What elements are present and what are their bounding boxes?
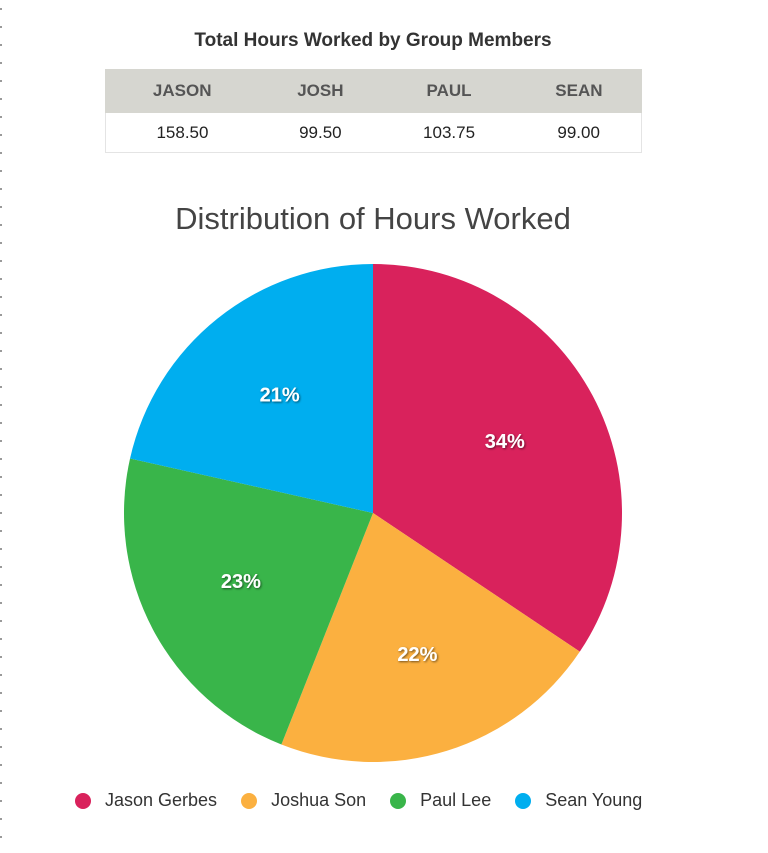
pie-labels: 34% 22% 23% 21% <box>221 385 525 666</box>
legend-item-jason[interactable]: Jason Gerbes <box>75 790 217 811</box>
legend-item-joshua[interactable]: Joshua Son <box>241 790 366 811</box>
cell-jason-hours: 158.50 <box>104 112 259 153</box>
slice-label-sean: 21% <box>260 385 300 407</box>
chart-legend: Jason Gerbes Joshua Son Paul Lee Sean Yo… <box>75 790 666 811</box>
slice-label-jason: 34% <box>485 431 525 453</box>
table-title: Total Hours Worked by Group Members <box>194 30 552 51</box>
legend-dot-sean <box>515 792 532 809</box>
cell-paul-hours: 103.75 <box>381 112 517 153</box>
chart-title: Distribution of Hours Worked <box>175 201 571 236</box>
pie-slice-jason[interactable] <box>373 264 622 652</box>
pie-slices <box>123 264 622 762</box>
pie-slice-joshua[interactable] <box>281 513 580 762</box>
cell-sean-hours: 99.00 <box>516 112 643 153</box>
cell-josh-hours: 99.50 <box>258 112 382 153</box>
header-sean: SEAN <box>515 69 643 113</box>
pie-slice-sean[interactable] <box>130 264 373 513</box>
hours-table: JASON JOSH PAUL SEAN 158.50 99.50 103.75… <box>104 69 643 153</box>
legend-dot-paul <box>390 792 407 809</box>
slice-label-paul: 23% <box>221 571 261 593</box>
legend-label-paul: Paul Lee <box>420 790 492 810</box>
table-row: 158.50 99.50 103.75 99.00 <box>104 112 643 153</box>
slice-label-joshua: 22% <box>397 644 437 666</box>
legend-dot-jason <box>75 792 91 809</box>
legend-label-jason: Jason Gerbes <box>105 790 218 810</box>
table-header-row: JASON JOSH PAUL SEAN <box>104 69 643 113</box>
pie-slice-paul[interactable] <box>123 458 373 745</box>
legend-item-sean[interactable]: Sean Young <box>515 790 642 811</box>
legend-dot-joshua <box>241 792 258 809</box>
legend-label-sean: Sean Young <box>545 790 643 810</box>
header-jason: JASON <box>104 69 260 113</box>
left-edge-dots <box>0 0 3 853</box>
legend-item-paul[interactable]: Paul Lee <box>390 790 491 811</box>
legend-label-joshua: Joshua Son <box>271 790 367 810</box>
